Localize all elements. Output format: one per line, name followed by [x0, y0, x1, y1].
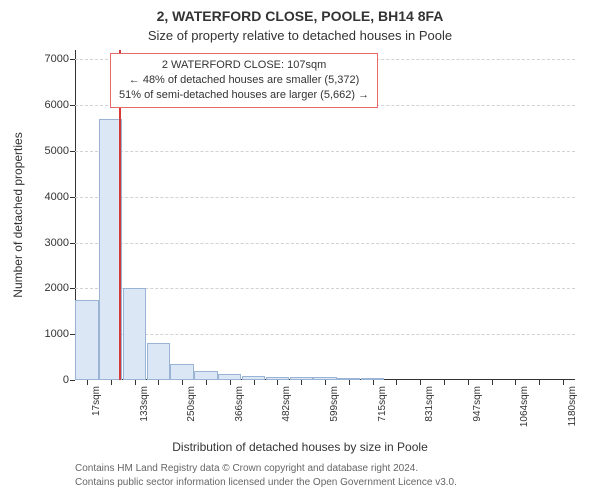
footer-line2: Contains public sector information licen…: [75, 476, 457, 490]
y-tick-label: 7000: [45, 53, 69, 65]
y-axis-label: Number of detached properties: [11, 132, 25, 297]
y-tick-label: 6000: [45, 99, 69, 111]
x-tick-label: 1180sqm: [567, 386, 578, 426]
x-tick-label: 482sqm: [281, 386, 292, 422]
chart-title: 2, WATERFORD CLOSE, POOLE, BH14 8FA: [0, 8, 600, 24]
gridline: [75, 288, 575, 289]
y-tick-label: 2000: [45, 282, 69, 294]
gridline: [75, 151, 575, 152]
bar: [194, 371, 217, 380]
x-tick-label: 947sqm: [472, 386, 483, 422]
annotation-box: 2 WATERFORD CLOSE: 107sqm ← 48% of detac…: [110, 53, 378, 108]
x-tick-label: 831sqm: [424, 386, 435, 422]
y-tick-label: 4000: [45, 191, 69, 203]
y-tick-label: 3000: [45, 237, 69, 249]
bar: [147, 343, 170, 380]
x-tick-label: 250sqm: [186, 386, 197, 422]
x-tick-label: 366sqm: [234, 386, 245, 422]
annotation-line3: 51% of semi-detached houses are larger (…: [119, 88, 369, 103]
footer-line1: Contains HM Land Registry data © Crown c…: [75, 462, 457, 476]
gridline: [75, 334, 575, 335]
annotation-line2: ← 48% of detached houses are smaller (5,…: [119, 73, 369, 88]
gridline: [75, 243, 575, 244]
y-tick-label: 0: [63, 374, 69, 386]
bar: [123, 288, 146, 380]
x-tick-label: 1064sqm: [519, 386, 530, 427]
y-tick-label: 5000: [45, 145, 69, 157]
chart-subtitle: Size of property relative to detached ho…: [0, 28, 600, 43]
x-axis-label: Distribution of detached houses by size …: [0, 440, 600, 454]
footer: Contains HM Land Registry data © Crown c…: [75, 462, 457, 489]
y-tick-label: 1000: [45, 328, 69, 340]
bar: [75, 300, 98, 380]
gridline: [75, 197, 575, 198]
figure: 2, WATERFORD CLOSE, POOLE, BH14 8FA Size…: [0, 0, 600, 500]
annotation-line1: 2 WATERFORD CLOSE: 107sqm: [119, 58, 369, 73]
x-tick-label: 715sqm: [377, 386, 388, 422]
x-tick-label: 17sqm: [91, 386, 102, 416]
x-tick-label: 599sqm: [329, 386, 340, 422]
x-tick-label: 133sqm: [139, 386, 150, 422]
bar: [170, 364, 193, 380]
